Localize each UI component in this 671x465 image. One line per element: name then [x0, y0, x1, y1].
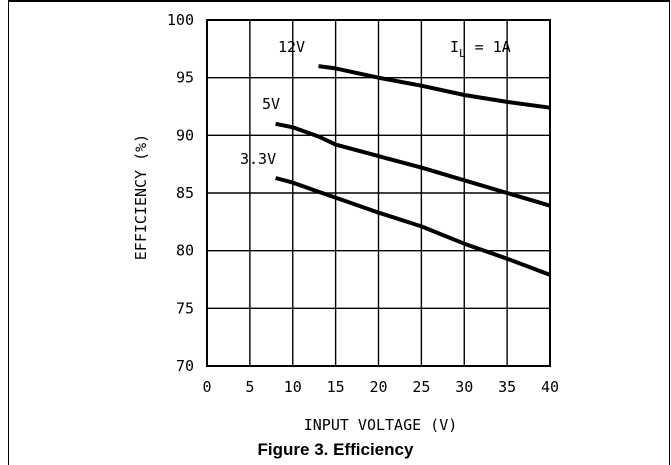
chart-tick-labels: 0 5 10 15 20 25 30 35 40 70 75 80 85 90 95 100	[167, 11, 559, 396]
x-tick-label: 15	[327, 378, 345, 396]
y-tick-label: 70	[176, 357, 194, 375]
series-line-3-3v	[275, 176, 551, 277]
x-tick-label: 35	[498, 378, 516, 396]
x-tick-label: 10	[284, 378, 302, 396]
x-tick-label: 5	[245, 378, 254, 396]
x-tick-label: 25	[412, 378, 430, 396]
series-label-12v: 12V	[278, 38, 305, 56]
y-tick-label: 75	[176, 299, 194, 317]
series-line-12v	[318, 64, 551, 110]
y-tick-label: 90	[176, 126, 194, 144]
annotation-suffix: = 1A	[466, 38, 511, 56]
x-tick-label: 40	[541, 378, 559, 396]
load-current-annotation: IL = 1A	[450, 38, 511, 60]
chart-grid	[206, 19, 551, 367]
frame-right-border	[669, 0, 670, 465]
y-axis-label: EFFICIENCY (%)	[132, 134, 150, 260]
chart-series: 12V 5V 3.3V	[240, 38, 551, 277]
series-label-3-3v: 3.3V	[240, 150, 276, 168]
x-axis-label: INPUT VOLTAGE (V)	[304, 416, 458, 434]
efficiency-chart: 12V 5V 3.3V 0 5 10 15 20 25 30 35 40 70 75 80 85 90 95 10…	[132, 11, 559, 434]
frame-left-border	[8, 0, 9, 465]
x-tick-label: 30	[455, 378, 473, 396]
figure-caption: Figure 3. Efficiency	[257, 440, 414, 459]
plot-frame	[206, 19, 551, 367]
series-line-5v	[275, 121, 551, 208]
x-tick-label: 20	[369, 378, 387, 396]
y-tick-label: 85	[176, 184, 194, 202]
y-tick-label: 95	[176, 69, 194, 87]
y-tick-label: 100	[167, 11, 194, 29]
y-tick-label: 80	[176, 242, 194, 260]
annotation-prefix: I	[450, 38, 459, 56]
annotation-subscript: L	[459, 47, 466, 60]
x-tick-label: 0	[202, 378, 211, 396]
frame-top-border	[8, 0, 670, 2]
series-label-5v: 5V	[262, 95, 280, 113]
